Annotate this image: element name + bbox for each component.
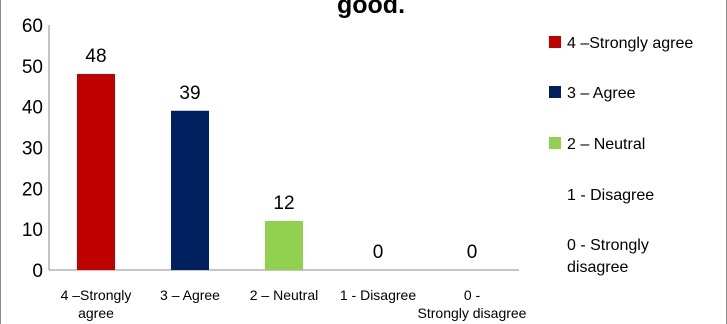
legend-label: 1 - Disagree — [567, 187, 654, 204]
data-label: 48 — [85, 46, 106, 67]
legend-swatch — [549, 86, 561, 98]
y-tick-label: 10 — [22, 220, 43, 241]
y-tick-labels: 0 10 20 30 40 50 60 — [22, 16, 43, 282]
bars — [77, 74, 303, 270]
bar — [265, 221, 303, 270]
legend-swatch — [549, 188, 561, 200]
y-tick-label: 0 — [32, 261, 43, 282]
data-label: 0 — [373, 242, 384, 263]
y-tick-label: 60 — [22, 16, 43, 37]
x-tick-label: 4 –Strongly agree — [61, 287, 132, 321]
x-tick-labels: 4 –Strongly agree 3 – Agree 2 – Neutral 1 - … — [61, 287, 527, 321]
data-label: 39 — [179, 83, 200, 104]
y-tick-label: 20 — [22, 179, 43, 200]
data-labels: 48 39 12 0 0 — [85, 46, 477, 263]
bar — [171, 110, 209, 270]
legend-swatch — [549, 36, 561, 48]
x-tick-label: 3 – Agree — [160, 287, 220, 303]
legend-label: 4 –Strongly agree — [567, 35, 693, 52]
legend-swatch — [549, 238, 561, 250]
data-label: 0 — [467, 242, 478, 263]
chart-title: good. — [337, 0, 405, 19]
legend-swatch — [549, 137, 561, 149]
legend: 4 –Strongly agree 3 – Agree 2 – Neutral 1 -… — [549, 35, 693, 276]
bar — [77, 74, 115, 270]
legend-label: 2 – Neutral — [567, 136, 645, 153]
legend-label: 0 - Strongly disagree — [567, 237, 649, 276]
data-label: 12 — [273, 193, 294, 214]
x-tick-label: 0 -Strongly disagree — [418, 287, 527, 321]
y-tick-label: 30 — [22, 139, 43, 160]
legend-label: 3 – Agree — [567, 85, 636, 102]
x-tick-label: 2 – Neutral — [250, 287, 318, 303]
x-tick-label: 1 - Disagree — [340, 287, 416, 303]
y-tick-label: 50 — [22, 57, 43, 78]
y-tick-label: 40 — [22, 98, 43, 119]
